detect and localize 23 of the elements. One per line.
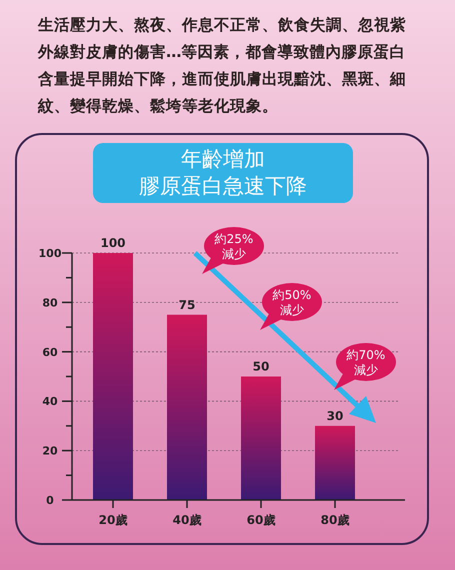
annotation: 約25%減少 [214, 232, 254, 261]
x-tick-label: 80歲 [320, 513, 350, 527]
data-label: 75 [178, 298, 196, 312]
bar [167, 314, 207, 500]
chart-subtitle: 生活壓力大、熬夜、作息不正常、飲食失調、忽視紫外線對皮膚的傷害…等因素，都會導致體內膠原蛋白含量提早開始下降，進而使肌膚出現黯沈、黑斑、細紋、變得乾燥、鬆垮等老化現象。 [37, 16, 406, 115]
annotation: 約50%減少 [272, 288, 312, 317]
chart-title: 年齡增加膠原蛋白急速下降 [139, 147, 307, 198]
y-tick-label: 80 [42, 296, 58, 310]
y-tick-label: 100 [38, 247, 62, 260]
x-tick-label: 60歲 [246, 513, 276, 527]
x-tick-label: 40歲 [172, 513, 202, 527]
x-tick-label: 20歲 [98, 513, 128, 527]
data-label: 100 [100, 236, 126, 250]
y-tick-label: 40 [42, 395, 58, 408]
bar [93, 253, 133, 500]
data-label: 50 [252, 360, 270, 374]
y-tick-label: 60 [42, 346, 58, 359]
annotation: 約70%減少 [346, 348, 386, 377]
y-tick-label: 20 [42, 444, 58, 458]
bar [315, 426, 355, 500]
bar [241, 376, 281, 500]
data-label: 30 [326, 408, 344, 423]
y-tick-label: 0 [46, 494, 54, 507]
